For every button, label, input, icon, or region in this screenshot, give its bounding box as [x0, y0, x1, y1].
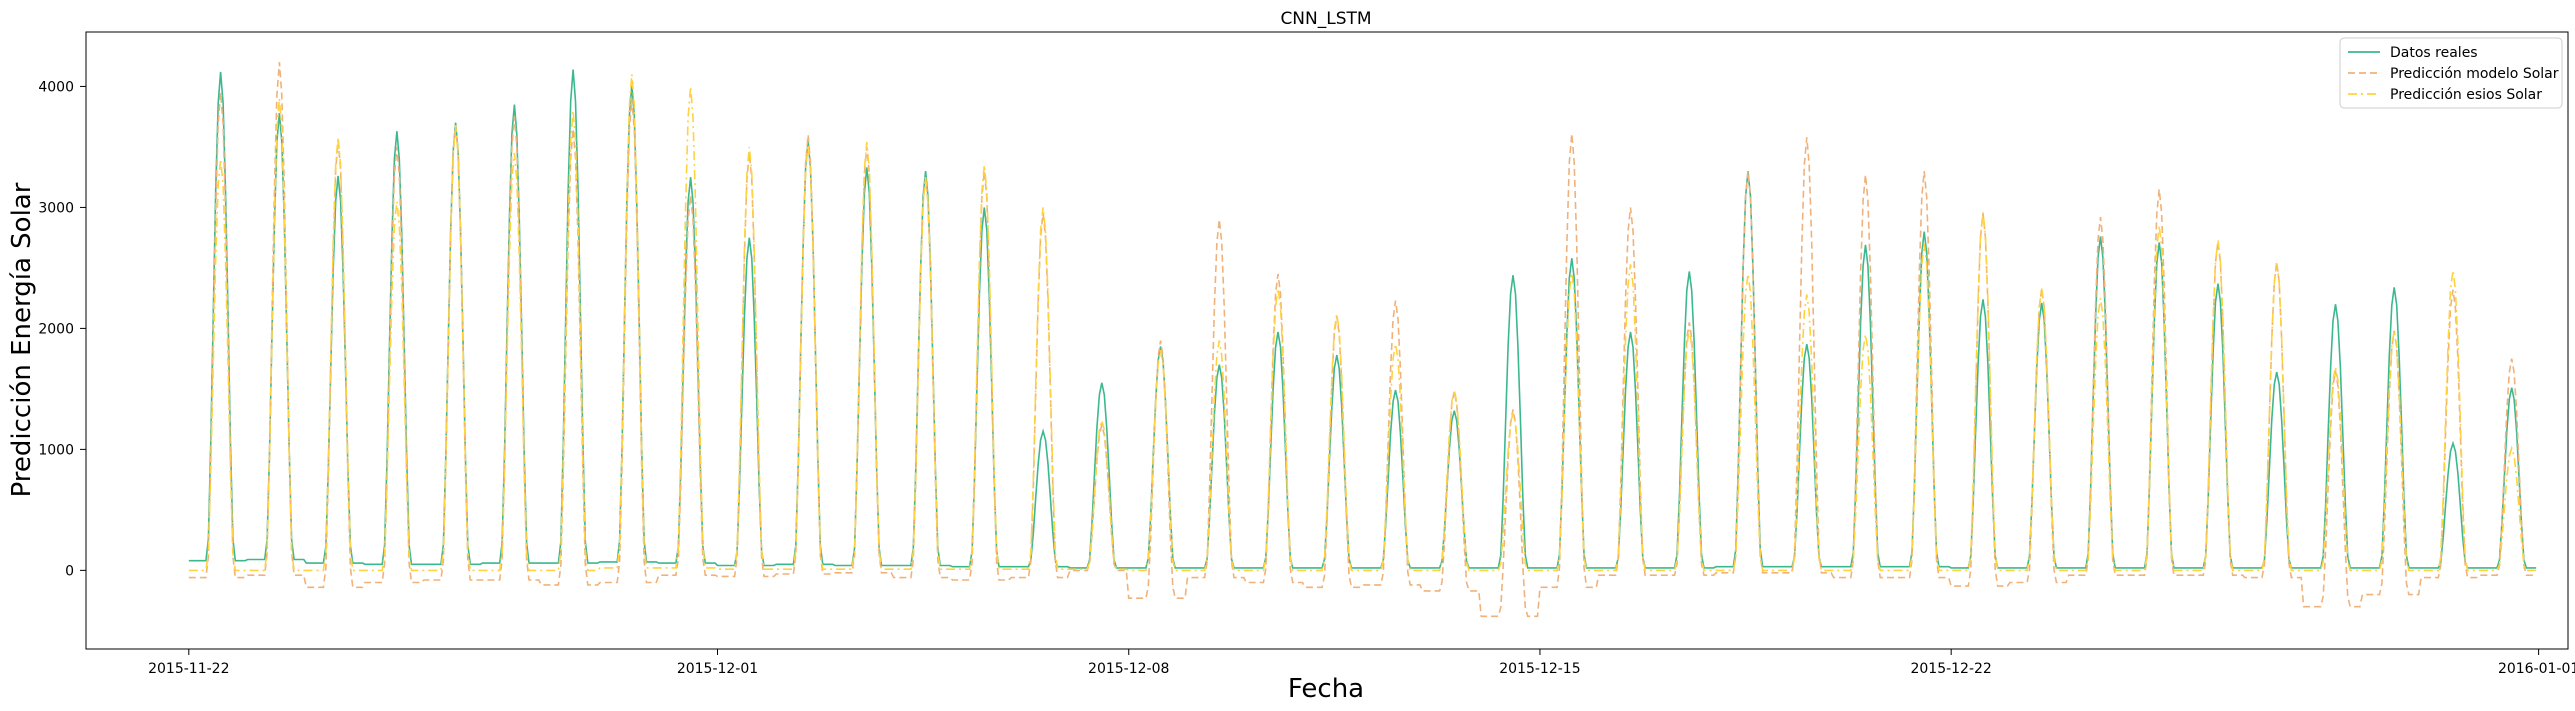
y-tick-label: 2000	[38, 321, 74, 337]
series-layer	[188, 62, 2537, 618]
chart-title: CNN_LSTM	[1280, 9, 1371, 29]
x-tick-label: 2015-12-08	[1088, 661, 1169, 677]
y-tick-label: 4000	[38, 79, 74, 95]
y-axis: 0 1000 2000 3000 4000	[38, 79, 86, 579]
y-tick-label: 0	[65, 563, 74, 579]
x-tick-label: 2015-12-22	[1910, 661, 1991, 677]
x-axis-title: Fecha	[1288, 674, 1364, 704]
legend-label: Predicción esios Solar	[2390, 87, 2542, 103]
legend-label: Predicción modelo Solar	[2390, 66, 2559, 82]
legend-label: Datos reales	[2390, 45, 2478, 61]
series-line-2	[188, 74, 2537, 572]
plot-frame	[85, 31, 2569, 650]
x-axis: 2015-11-22 2015-12-01 2015-12-08 2015-12-15…	[148, 649, 2575, 677]
legend: Datos reales Predicción modelo Solar Predi…	[2339, 37, 2563, 109]
y-tick-label: 3000	[38, 200, 74, 216]
legend-box	[2339, 37, 2563, 109]
x-tick-label: 2016-01-01	[2498, 661, 2575, 677]
x-tick-label: 2015-12-01	[677, 661, 758, 677]
series-line-1	[188, 62, 2537, 618]
y-tick-label: 1000	[38, 442, 74, 458]
x-tick-label: 2015-12-15	[1499, 661, 1580, 677]
y-axis-title: Predicción Energía Solar	[7, 182, 37, 497]
x-tick-label: 2015-11-22	[148, 661, 229, 677]
